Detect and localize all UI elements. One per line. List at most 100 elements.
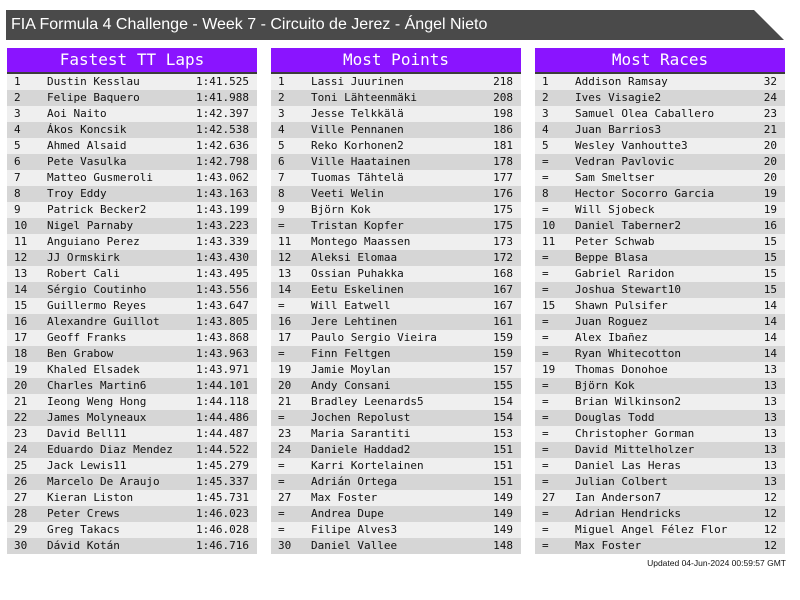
table-row: 6 Ville Haatainen 178 — [271, 154, 521, 170]
value-cell: 1:43.971 — [196, 363, 249, 376]
rank-cell: 30 — [278, 539, 292, 552]
rank-cell: = — [278, 459, 285, 472]
rank-cell: 1 — [14, 75, 21, 88]
table-row: 19 Jamie Moylan 157 — [271, 362, 521, 378]
rank-cell: = — [542, 475, 549, 488]
value-cell: 1:45.337 — [196, 475, 249, 488]
value-cell: 20 — [763, 155, 777, 168]
rank-cell: 19 — [278, 363, 292, 376]
driver-name: Adrian Hendricks — [575, 507, 681, 520]
rank-cell: 8 — [278, 187, 285, 200]
rank-cell: 11 — [278, 235, 292, 248]
driver-name: Paulo Sergio Vieira — [311, 331, 437, 344]
driver-name: Miguel Angel Félez Flor — [575, 523, 728, 536]
value-cell: 168 — [493, 267, 513, 280]
value-cell: 153 — [493, 427, 513, 440]
rank-cell: 27 — [542, 491, 556, 504]
table-row: 7 Matteo Gusmeroli 1:43.062 — [7, 170, 257, 186]
driver-name: Wesley Vanhoutte3 — [575, 139, 688, 152]
table-row: 16 Jere Lehtinen 161 — [271, 314, 521, 330]
driver-name: Will Eatwell — [311, 299, 391, 312]
rank-cell: 27 — [14, 491, 28, 504]
value-cell: 13 — [763, 427, 777, 440]
table-row: 11 Peter Schwab 15 — [535, 234, 785, 250]
driver-name: Andy Consani — [311, 379, 391, 392]
value-cell: 1:43.556 — [196, 283, 249, 296]
rank-cell: 4 — [14, 123, 21, 136]
rank-cell: 7 — [278, 171, 285, 184]
value-cell: 218 — [493, 75, 513, 88]
driver-name: Joshua Stewart10 — [575, 283, 681, 296]
driver-name: Jesse Telkkälä — [311, 107, 404, 120]
driver-name: Daniel Taberner2 — [575, 219, 681, 232]
rank-cell: 4 — [278, 123, 285, 136]
table-row: 9 Patrick Becker2 1:43.199 — [7, 202, 257, 218]
driver-name: Daniel Vallee — [311, 539, 398, 552]
rank-cell: 3 — [14, 107, 21, 120]
rank-cell: 16 — [14, 315, 28, 328]
driver-name: Charles Martin6 — [47, 379, 147, 392]
driver-name: Samuel Olea Caballero — [575, 107, 715, 120]
driver-name: Geoff Franks — [47, 331, 127, 344]
value-cell: 1:46.028 — [196, 523, 249, 536]
driver-name: Björn Kok — [311, 203, 371, 216]
value-cell: 14 — [763, 315, 777, 328]
table-row: 5 Ahmed Alsaid 1:42.636 — [7, 138, 257, 154]
rank-cell: 12 — [278, 251, 292, 264]
board-fastest-tt-laps: Fastest TT Laps 1 Dustin Kesslau 1:41.525 2… — [7, 48, 257, 554]
rank-cell: 9 — [278, 203, 285, 216]
table-row: 10 Nigel Parnaby 1:43.223 — [7, 218, 257, 234]
table-row: 8 Hector Socorro Garcia 19 — [535, 186, 785, 202]
driver-name: Daniele Haddad2 — [311, 443, 411, 456]
rank-cell: = — [542, 459, 549, 472]
driver-name: Ryan Whitecotton — [575, 347, 681, 360]
table-row: 1 Dustin Kesslau 1:41.525 — [7, 74, 257, 90]
table-row: = Will Eatwell 167 — [271, 298, 521, 314]
driver-name: Robert Cali — [47, 267, 120, 280]
value-cell: 157 — [493, 363, 513, 376]
driver-name: Khaled Elsadek — [47, 363, 140, 376]
driver-name: Filipe Alves3 — [311, 523, 398, 536]
driver-name: Eetu Eskelinen — [311, 283, 404, 296]
driver-name: Tristan Kopfer — [311, 219, 404, 232]
value-cell: 1:43.805 — [196, 315, 249, 328]
value-cell: 1:46.716 — [196, 539, 249, 552]
leaderboard-rows: 1 Lassi Juurinen 218 2 Toni Lähteenmäki 208 3 J… — [271, 74, 521, 554]
table-row: 23 David Bell11 1:44.487 — [7, 426, 257, 442]
value-cell: 151 — [493, 459, 513, 472]
table-row: 16 Alexandre Guillot 1:43.805 — [7, 314, 257, 330]
table-row: 1 Lassi Juurinen 218 — [271, 74, 521, 90]
driver-name: Eduardo Diaz Mendez — [47, 443, 173, 456]
rank-cell: = — [542, 411, 549, 424]
driver-name: Ossian Puhakka — [311, 267, 404, 280]
value-cell: 1:43.223 — [196, 219, 249, 232]
driver-name: Felipe Baquero — [47, 91, 140, 104]
driver-name: Hector Socorro Garcia — [575, 187, 715, 200]
value-cell: 149 — [493, 491, 513, 504]
value-cell: 15 — [763, 283, 777, 296]
rank-cell: 24 — [14, 443, 28, 456]
value-cell: 173 — [493, 235, 513, 248]
board-title: Most Races — [535, 48, 785, 74]
value-cell: 20 — [763, 171, 777, 184]
value-cell: 1:45.279 — [196, 459, 249, 472]
table-row: 2 Toni Lähteenmäki 208 — [271, 90, 521, 106]
value-cell: 1:43.339 — [196, 235, 249, 248]
value-cell: 154 — [493, 411, 513, 424]
table-row: 17 Paulo Sergio Vieira 159 — [271, 330, 521, 346]
table-row: = Max Foster 12 — [535, 538, 785, 554]
driver-name: Peter Crews — [47, 507, 120, 520]
value-cell: 15 — [763, 267, 777, 280]
page-title: FIA Formula 4 Challenge - Week 7 - Circu… — [6, 10, 784, 40]
driver-name: Marcelo De Araujo — [47, 475, 160, 488]
table-row: 12 JJ Ormskirk 1:43.430 — [7, 250, 257, 266]
table-row: 15 Shawn Pulsifer 14 — [535, 298, 785, 314]
driver-name: Vedran Pavlovic — [575, 155, 675, 168]
value-cell: 19 — [763, 203, 777, 216]
table-row: 10 Daniel Taberner2 16 — [535, 218, 785, 234]
table-row: = Brian Wilkinson2 13 — [535, 394, 785, 410]
value-cell: 13 — [763, 443, 777, 456]
value-cell: 186 — [493, 123, 513, 136]
rank-cell: 16 — [278, 315, 292, 328]
table-row: = Christopher Gorman 13 — [535, 426, 785, 442]
